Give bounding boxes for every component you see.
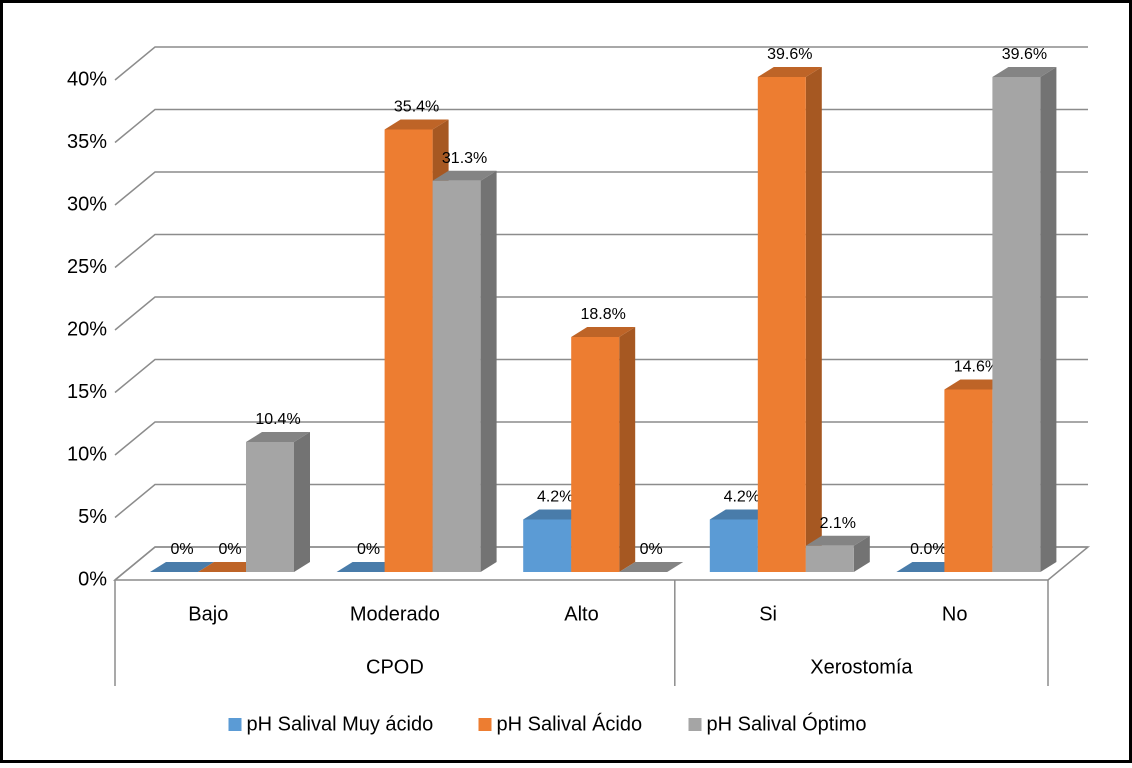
bar-side xyxy=(1040,67,1057,572)
value-label: 18.8% xyxy=(581,306,626,323)
value-label: 39.6% xyxy=(1002,46,1047,63)
bar-side xyxy=(805,67,822,572)
value-label: 10.4% xyxy=(255,411,300,428)
group-label: Xerostomía xyxy=(810,656,913,678)
bar xyxy=(805,545,854,572)
legend-swatch xyxy=(478,718,492,731)
value-label: 0% xyxy=(218,541,241,558)
bar xyxy=(432,180,481,572)
bar xyxy=(757,77,806,572)
y-tick-label: 35% xyxy=(67,131,107,153)
bar-top xyxy=(571,327,636,337)
value-label: 0.0% xyxy=(910,541,946,558)
bar-top xyxy=(384,119,449,130)
y-tick-label: 30% xyxy=(67,193,107,215)
bar-top xyxy=(805,535,870,546)
value-label: 39.6% xyxy=(767,46,812,63)
x-tick-label: Si xyxy=(759,603,777,625)
bar xyxy=(992,77,1041,572)
value-label: 0% xyxy=(640,541,663,558)
group-label: CPOD xyxy=(366,656,424,678)
legend-label: pH Salival Óptimo xyxy=(707,712,867,735)
x-tick-label: No xyxy=(942,603,968,625)
bar xyxy=(246,442,294,572)
y-tick-label: 40% xyxy=(67,68,107,90)
bar-top xyxy=(619,562,684,572)
bar-top xyxy=(992,67,1057,77)
bar-top xyxy=(432,170,497,181)
value-label: 4.2% xyxy=(537,489,573,506)
y-tick-label: 0% xyxy=(78,568,107,590)
y-tick-label: 25% xyxy=(67,256,107,278)
bar-side xyxy=(480,170,497,572)
x-tick-label: Alto xyxy=(564,603,598,625)
x-tick-label: Bajo xyxy=(188,603,228,625)
value-label: 0% xyxy=(357,541,380,558)
value-label: 4.2% xyxy=(724,489,760,506)
legend-swatch xyxy=(688,718,702,731)
bar xyxy=(523,519,572,572)
bar xyxy=(709,519,758,572)
y-tick-label: 5% xyxy=(78,506,107,528)
bar xyxy=(384,129,433,572)
bar xyxy=(571,337,620,572)
y-tick-label: 20% xyxy=(67,318,107,340)
legend-label: pH Salival Ácido xyxy=(497,712,643,735)
y-tick-label: 15% xyxy=(67,381,107,403)
value-label: 14.6% xyxy=(954,359,999,376)
bar-side xyxy=(294,432,310,572)
bar-side xyxy=(853,535,870,572)
y-tick-label: 10% xyxy=(67,443,107,465)
legend-swatch xyxy=(228,718,242,731)
bar xyxy=(944,389,993,572)
x-tick-label: Moderado xyxy=(350,603,440,625)
legend-label: pH Salival Muy ácido xyxy=(247,713,434,735)
bar-top xyxy=(246,432,310,442)
bar-top xyxy=(150,562,214,572)
value-label: 2.1% xyxy=(820,515,856,532)
value-label: 31.3% xyxy=(442,150,487,167)
grid-line xyxy=(114,46,1088,81)
value-label: 0% xyxy=(170,541,193,558)
bar-top xyxy=(757,67,822,77)
value-label: 35.4% xyxy=(394,99,439,116)
bar-side xyxy=(619,327,636,572)
